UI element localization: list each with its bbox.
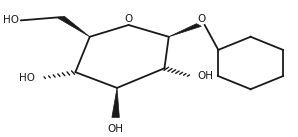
Polygon shape	[112, 88, 119, 117]
Polygon shape	[58, 16, 90, 37]
Text: HO: HO	[3, 15, 19, 25]
Text: O: O	[197, 14, 205, 24]
Text: HO: HO	[19, 73, 35, 83]
Text: O: O	[124, 14, 133, 24]
Text: OH: OH	[108, 124, 124, 134]
Polygon shape	[169, 24, 201, 37]
Text: OH: OH	[198, 71, 213, 81]
